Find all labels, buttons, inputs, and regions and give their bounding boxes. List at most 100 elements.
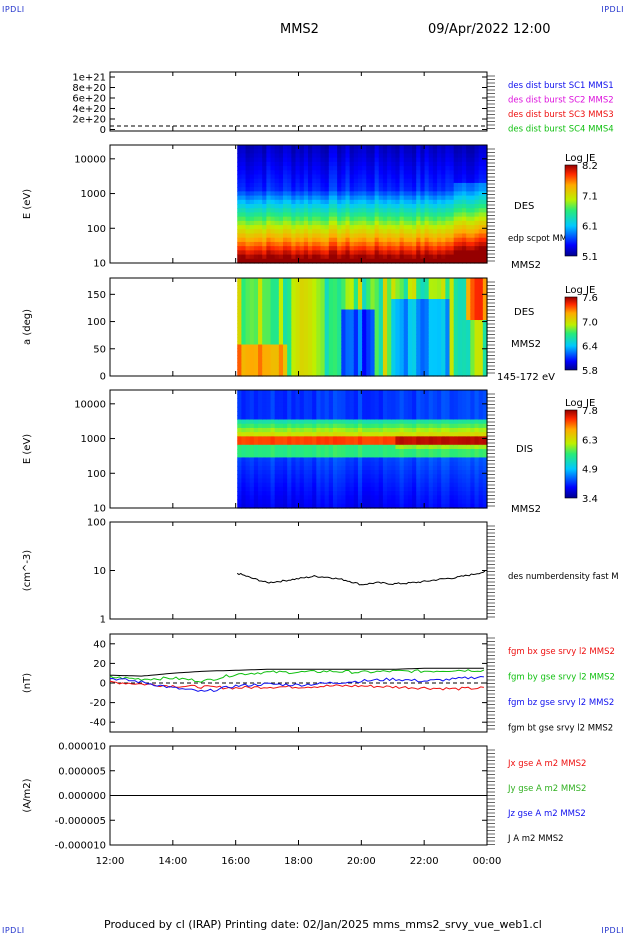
- des_pitch-cell: [262, 306, 267, 310]
- dis_energy-cell: [291, 394, 296, 399]
- des_energy-cell: [400, 187, 405, 192]
- des_energy-cell: [391, 250, 396, 255]
- des_energy-cell: [475, 191, 480, 196]
- dis_energy-cell: [329, 491, 334, 496]
- des_pitch-cell: [308, 306, 313, 310]
- dis_energy-cell: [412, 398, 417, 403]
- des_pitch-cell: [291, 369, 296, 373]
- dis_energy-cell: [416, 457, 421, 462]
- dis_energy-cell: [408, 487, 413, 492]
- des_pitch-cell: [420, 331, 425, 335]
- des_pitch-cell: [341, 303, 346, 307]
- des_energy-cell: [375, 183, 380, 188]
- dis_energy-cell: [466, 394, 471, 399]
- des_pitch-cell: [262, 345, 267, 349]
- dis_energy-cell: [250, 487, 255, 492]
- des_pitch-cell: [366, 282, 371, 286]
- dis_energy-cell: [391, 487, 396, 492]
- dis_energy-cell: [404, 441, 409, 446]
- des_energy-cell: [271, 225, 276, 230]
- des_pitch-cell: [466, 303, 471, 307]
- des_pitch-cell: [337, 278, 342, 282]
- des_energy-cell: [425, 255, 430, 260]
- dis_energy-cell: [279, 407, 284, 412]
- dis_energy-cell: [329, 424, 334, 429]
- des_pitch-cell: [320, 345, 325, 349]
- des_pitch-cell: [258, 366, 263, 370]
- des_energy-cell: [420, 208, 425, 213]
- des_pitch-cell: [375, 369, 380, 373]
- des_energy-cell: [350, 187, 355, 192]
- dis_energy-cell: [366, 398, 371, 403]
- dis_energy-cell: [262, 398, 267, 403]
- des_energy-cell: [279, 255, 284, 260]
- des_energy-cell: [262, 234, 267, 239]
- des_energy-cell: [470, 229, 475, 234]
- des_pitch-cell: [271, 331, 276, 335]
- des_energy-cell: [279, 212, 284, 217]
- des_energy-cell: [420, 162, 425, 167]
- dis_energy-cell: [420, 449, 425, 454]
- des_pitch-cell: [358, 352, 363, 356]
- des_pitch-cell: [350, 341, 355, 345]
- des_pitch-cell: [441, 289, 446, 293]
- dis_energy-cell: [254, 487, 259, 492]
- des_energy-cell: [250, 250, 255, 255]
- dis_energy-cell: [458, 428, 463, 433]
- dis_energy-cell: [458, 457, 463, 462]
- des_energy-cell: [291, 158, 296, 163]
- dis_energy-cell: [379, 432, 384, 437]
- dis_energy-cell: [345, 462, 350, 467]
- des_pitch-cell: [275, 369, 280, 373]
- des_energy-cell: [375, 162, 380, 167]
- des_energy-cell: [458, 175, 463, 180]
- dis_energy-cell: [241, 411, 246, 416]
- des_pitch-cell: [250, 292, 255, 296]
- des_pitch-cell: [358, 320, 363, 324]
- dis_energy-cell: [350, 415, 355, 420]
- des_pitch-cell: [254, 327, 259, 331]
- dis_energy-cell: [354, 424, 359, 429]
- dis_energy-cell: [358, 457, 363, 462]
- des_energy-cell: [312, 242, 317, 247]
- des_energy-cell: [383, 145, 388, 150]
- dis_energy-cell: [441, 436, 446, 441]
- des_pitch-cell: [296, 303, 301, 307]
- des_pitch-cell: [420, 355, 425, 359]
- des_pitch-cell: [262, 313, 267, 317]
- dis_energy-cell: [271, 411, 276, 416]
- des_pitch-cell: [470, 352, 475, 356]
- dis_energy-cell: [429, 457, 434, 462]
- des_pitch-cell: [408, 310, 413, 314]
- des_pitch-cell: [445, 341, 450, 345]
- des_pitch-cell: [462, 327, 467, 331]
- des_pitch-cell: [246, 331, 251, 335]
- dis_energy-cell: [300, 453, 305, 458]
- dis_energy-cell: [466, 495, 471, 500]
- dis_energy-cell: [366, 466, 371, 471]
- des_pitch-cell: [391, 296, 396, 300]
- des_energy-cell: [241, 217, 246, 222]
- des_pitch-cell: [479, 352, 484, 356]
- dis_energy-cell: [412, 394, 417, 399]
- dis_energy-cell: [433, 474, 438, 479]
- des_energy-cell: [470, 242, 475, 247]
- des_energy-cell: [450, 221, 455, 226]
- des_pitch-cell: [362, 327, 367, 331]
- des_pitch-cell: [379, 285, 384, 289]
- des_pitch-cell: [412, 296, 417, 300]
- dis_energy-cell: [420, 394, 425, 399]
- dis_energy-cell: [429, 441, 434, 446]
- des_pitch-cell: [416, 331, 421, 335]
- des_energy-cell: [246, 200, 251, 205]
- des_energy-cell: [416, 238, 421, 243]
- des_energy-cell: [375, 170, 380, 175]
- des_pitch-cell: [466, 285, 471, 289]
- dis_energy-cell: [316, 474, 321, 479]
- des_pitch-cell: [287, 296, 292, 300]
- des_pitch-cell: [308, 334, 313, 338]
- des_pitch-cell: [354, 327, 359, 331]
- des_pitch-cell: [341, 289, 346, 293]
- des_energy-cell: [254, 170, 259, 175]
- des_energy-cell: [366, 145, 371, 150]
